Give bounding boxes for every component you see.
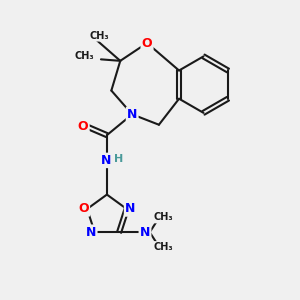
Text: CH₃: CH₃ — [90, 31, 109, 40]
Text: N: N — [86, 226, 96, 239]
Text: N: N — [140, 226, 150, 239]
Text: O: O — [142, 37, 152, 50]
Text: CH₃: CH₃ — [75, 51, 94, 61]
Text: N: N — [101, 154, 112, 167]
Text: N: N — [125, 202, 135, 215]
Text: CH₃: CH₃ — [154, 242, 173, 252]
Text: H: H — [114, 154, 123, 164]
Text: O: O — [78, 120, 88, 133]
Text: CH₃: CH₃ — [154, 212, 173, 222]
Text: N: N — [127, 108, 137, 121]
Text: O: O — [78, 202, 89, 215]
